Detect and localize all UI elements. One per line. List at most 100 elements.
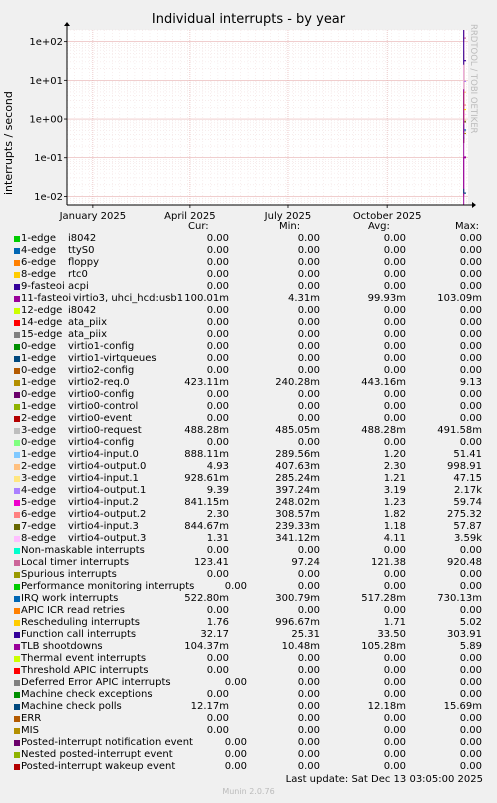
legend-avg-value: 0.00: [383, 545, 406, 556]
legend-avg-value: 517.28m: [361, 593, 406, 604]
legend-avg-value: 0.00: [383, 245, 406, 256]
legend-cur-value: 0.00: [206, 317, 229, 328]
legend-series-name: 7-edge: [21, 521, 56, 532]
legend-series-name: 0-edge: [21, 341, 56, 352]
legend-series-name: 2-edge: [21, 461, 56, 472]
legend-series-name: Spurious interrupts: [21, 569, 117, 580]
legend-min-value: 0.00: [297, 725, 320, 736]
legend-max-value: 0.00: [459, 581, 482, 592]
legend-swatch: [14, 500, 20, 506]
legend-max-value: 0.00: [459, 281, 482, 292]
legend-cur-value: 0.00: [224, 677, 247, 688]
legend-cur-value: 0.00: [206, 233, 229, 244]
legend-min-value: 0.00: [297, 413, 320, 424]
legend-series-name: Non-maskable interrupts: [21, 545, 145, 556]
legend-cur-value: 9.39: [206, 485, 229, 496]
legend-series-label: virtio4-input.2: [68, 497, 139, 508]
legend-series-name: 1-edge: [21, 449, 56, 460]
legend-swatch: [14, 596, 20, 602]
legend-series-name: 12-edge: [21, 305, 63, 316]
legend-cur-value: 0.00: [206, 605, 229, 616]
legend-cur-value: 100.01m: [184, 293, 229, 304]
legend-avg-value: 0.00: [383, 761, 406, 772]
legend-avg-value: 0.00: [383, 749, 406, 760]
legend-max-value: 0.00: [459, 305, 482, 316]
legend-series-name: Function call interrupts: [21, 629, 137, 640]
legend-swatch: [14, 428, 20, 434]
legend-avg-value: 0.00: [383, 737, 406, 748]
legend-swatch: [14, 272, 20, 278]
legend-swatch: [14, 728, 20, 734]
legend-min-value: 0.00: [297, 389, 320, 400]
legend-cur-value: 0.00: [206, 257, 229, 268]
legend-min-value: 0.00: [297, 281, 320, 292]
legend-max-value: 998.91: [447, 461, 482, 472]
legend-avg-value: 0.00: [383, 725, 406, 736]
y-axis-arrow: [64, 22, 70, 26]
legend-cur-value: 0.00: [206, 725, 229, 736]
legend-min-value: 0.00: [297, 545, 320, 556]
legend-avg-value: 0.00: [383, 653, 406, 664]
legend-avg-value: 1.21: [383, 473, 406, 484]
legend-min-value: 0.00: [297, 701, 320, 712]
legend-series-name: 0-edge: [21, 437, 56, 448]
legend-series-name: 6-edge: [21, 509, 56, 520]
legend-series-name: Thermal event interrupts: [21, 653, 147, 664]
legend-min-value: 0.00: [297, 749, 320, 760]
legend-swatch: [14, 308, 20, 314]
legend-max-value: 0.00: [459, 605, 482, 616]
legend-swatch: [14, 344, 20, 350]
legend-avg-value: 105.28m: [361, 641, 406, 652]
legend-series-name: ERR: [21, 713, 42, 724]
legend-cur-value: 12.17m: [190, 701, 229, 712]
legend-max-value: 9.13: [459, 377, 482, 388]
legend-swatch: [14, 740, 20, 746]
legend-avg-value: 0.00: [383, 713, 406, 724]
x-axis-arrow: [472, 202, 476, 208]
legend-cur-value: 0.00: [206, 437, 229, 448]
legend-series-name: 1-edge: [21, 233, 56, 244]
legend-min-value: 0.00: [297, 245, 320, 256]
legend-series-name: 0-edge: [21, 365, 56, 376]
legend-min-value: 0.00: [297, 233, 320, 244]
legend-avg-value: 0.00: [383, 269, 406, 280]
legend-min-value: 485.05m: [275, 425, 320, 436]
legend-max-value: 2.17k: [453, 485, 482, 496]
legend-series-name: 0-edge: [21, 389, 56, 400]
legend-min-value: 239.33m: [275, 521, 320, 532]
legend-swatch: [14, 332, 20, 338]
legend-swatch: [14, 464, 20, 470]
legend-min-value: 0.00: [297, 581, 320, 592]
legend-max-value: 275.32: [447, 509, 482, 520]
legend-avg-value: 0.00: [383, 689, 406, 700]
legend-avg-value: 0.00: [383, 605, 406, 616]
legend-cur-value: 0.00: [206, 269, 229, 280]
legend-max-value: 0.00: [459, 713, 482, 724]
legend-series-name: 1-edge: [21, 401, 56, 412]
legend-avg-value: 1.20: [383, 449, 406, 460]
y-tick-label: 1e-02: [34, 192, 63, 203]
legend-min-value: 0.00: [297, 653, 320, 664]
legend-swatch: [14, 572, 20, 578]
legend-min-value: 25.31: [291, 629, 320, 640]
legend-swatch: [14, 632, 20, 638]
x-tick-label: October 2025: [353, 211, 422, 222]
legend-avg-value: 121.38: [371, 557, 406, 568]
legend-max-value: 57.87: [453, 521, 482, 532]
col-min-header: Min:: [279, 221, 301, 232]
legend-series-label: virtio0-config: [68, 389, 135, 400]
legend-cur-value: 888.11m: [184, 449, 229, 460]
legend-swatch: [14, 608, 20, 614]
legend-swatch: [14, 296, 20, 302]
legend-cur-value: 0.00: [206, 353, 229, 364]
legend-max-value: 0.00: [459, 341, 482, 352]
legend-avg-value: 0.00: [383, 233, 406, 244]
legend-avg-value: 33.50: [377, 629, 406, 640]
legend-min-value: 341.12m: [275, 533, 320, 544]
legend-avg-value: 0.00: [383, 341, 406, 352]
legend-series-name: 8-edge: [21, 533, 56, 544]
legend-series-label: virtio4-input.0: [68, 449, 139, 460]
legend-min-value: 397.24m: [275, 485, 320, 496]
legend-max-value: 920.48: [447, 557, 482, 568]
legend-cur-value: 0.00: [206, 569, 229, 580]
